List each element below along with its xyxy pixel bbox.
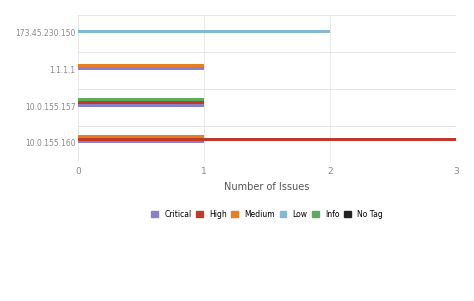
Bar — [78, 64, 204, 67]
Bar — [78, 67, 204, 70]
Bar — [78, 138, 456, 141]
Bar — [78, 135, 204, 138]
Bar — [78, 141, 204, 143]
X-axis label: Number of Issues: Number of Issues — [225, 182, 310, 192]
Bar — [78, 104, 204, 107]
Bar — [78, 30, 330, 33]
Bar — [78, 101, 204, 104]
Legend: Critical, High, Medium, Low, Info, No Tag: Critical, High, Medium, Low, Info, No Ta… — [150, 208, 384, 220]
Bar — [78, 98, 204, 101]
